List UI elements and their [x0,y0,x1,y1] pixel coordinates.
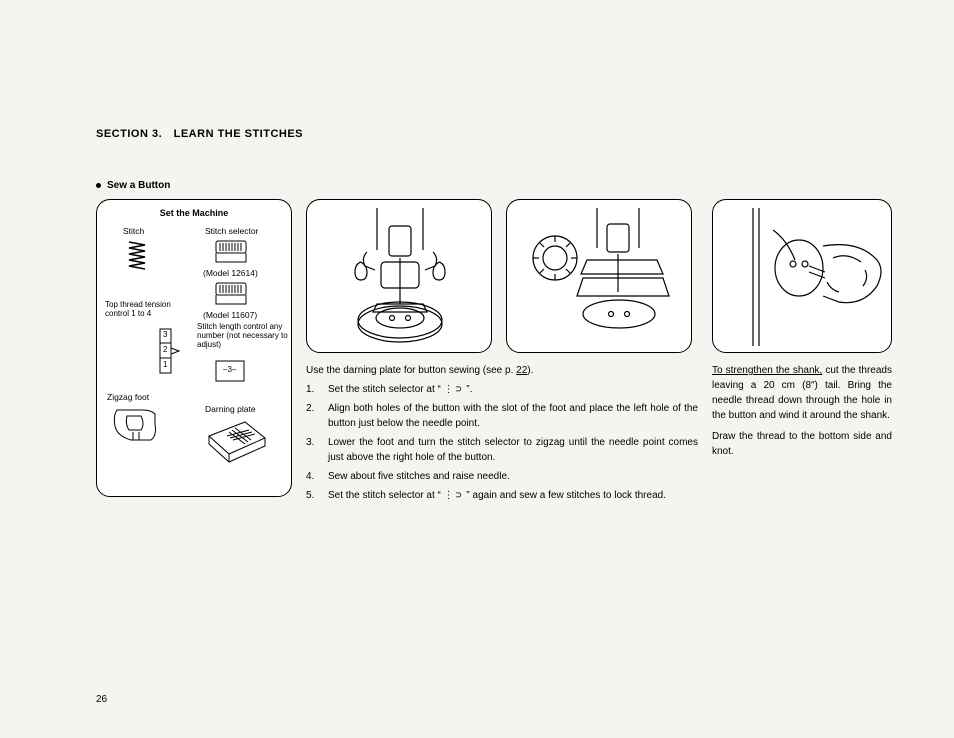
selector-label: Stitch selector [205,226,258,236]
right-column: To strengthen the shank, cut the threads… [712,199,892,465]
intro-page: 22 [516,365,527,376]
step-num: 3. [306,435,328,465]
step-num: 5. [306,488,328,503]
zigzag-label: Zigzag foot [107,392,149,402]
content-row: Set the Machine Stitch Stitch selector (… [96,199,906,507]
step-num: 1. [306,382,328,397]
panel-step-zigzag [506,199,692,353]
darning-plate-icon [205,418,269,472]
subheading: Sew a Button [96,180,906,191]
shank-wind-diagram-icon [713,200,893,354]
darning-label: Darning plate [205,404,256,414]
right-p2: Draw the thread to the bottom side and k… [712,429,892,459]
intro-line: Use the darning plate for button sewing … [306,363,698,378]
manual-page: SECTION 3. LEARN THE STITCHES Sew a Butt… [96,128,906,507]
panel-shank [712,199,892,353]
zigzag-adjust-diagram-icon [507,200,693,354]
subheading-text: Sew a Button [107,180,170,191]
panel-step-needle [306,199,492,353]
stitch-label: Stitch [123,226,144,236]
tension-mark-1: 1 [163,360,167,369]
model-b: (Model 11607) [203,310,257,320]
selector-glyph-icon: ⋮⊃ [444,384,464,395]
panel-set-machine: Set the Machine Stitch Stitch selector (… [96,199,292,497]
model-a: (Model 12614) [203,268,258,278]
step-num: 4. [306,469,328,484]
step-2: 2.Align both holes of the button with th… [306,401,698,431]
step-num: 2. [306,401,328,431]
intro-a: Use the darning plate for button sewing … [306,365,516,376]
stitch-zigzag-icon [127,240,147,272]
step-3: 3.Lower the foot and turn the stitch sel… [306,435,698,465]
tension-mark-3: 3 [163,330,167,339]
middle-column: Use the darning plate for button sewing … [306,199,698,507]
selector-glyph-icon: ⋮⊃ [444,490,464,501]
selector-dial-2-icon [215,282,247,306]
bullet-icon [96,183,101,188]
tension-label: Top thread tension control 1 to 4 [105,300,191,318]
tension-mark-2: 2 [163,345,167,354]
page-number: 26 [96,694,107,705]
step-5: 5.Set the stitch selector at “ ⋮⊃ ” agai… [306,488,698,503]
length-label: Stitch length control any number (not ne… [197,322,289,350]
step-1: 1.Set the stitch selector at “ ⋮⊃ ”. [306,382,698,397]
zigzag-foot-icon [111,406,159,446]
right-p1: To strengthen the shank, cut the threads… [712,363,892,423]
section-title: SECTION 3. LEARN THE STITCHES [96,128,906,140]
right-p1-a: To strengthen the shank, [712,365,822,376]
steps-list: 1.Set the stitch selector at “ ⋮⊃ ”. 2.A… [306,382,698,503]
step-4: 4.Sew about five stitches and raise need… [306,469,698,484]
length-value: –3– [223,365,236,374]
panel1-title: Set the Machine [107,208,281,218]
needle-button-diagram-icon [307,200,493,354]
instructions: Use the darning plate for button sewing … [306,363,698,503]
right-text: To strengthen the shank, cut the threads… [712,363,892,459]
selector-dial-1-icon [215,240,247,264]
intro-b: ). [527,365,533,376]
